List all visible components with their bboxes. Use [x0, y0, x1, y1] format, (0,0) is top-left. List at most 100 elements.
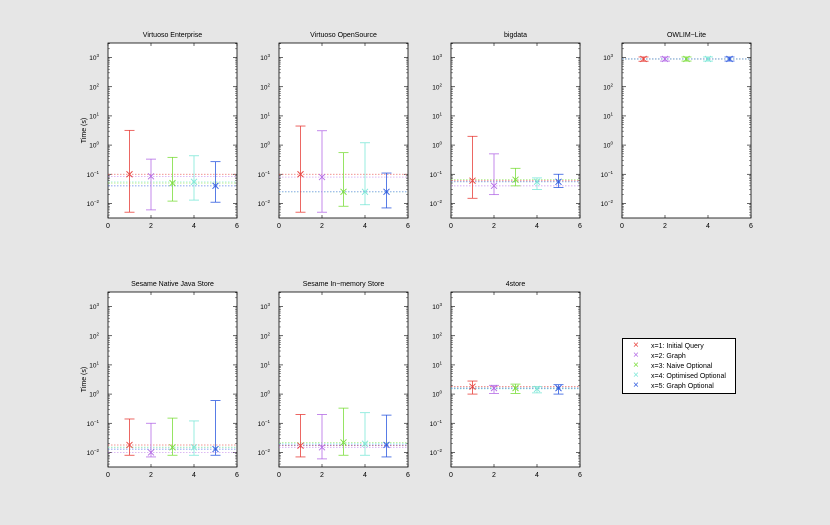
legend-label: x=4: Optimised Optional	[651, 373, 726, 380]
y-tick-label: 101	[260, 111, 270, 120]
y-tick-label: 100	[89, 141, 99, 150]
data-point	[147, 449, 155, 456]
y-axis-label: Time (s)	[81, 118, 88, 143]
axes-frame	[450, 42, 581, 219]
y-tick-label: 100	[260, 390, 270, 399]
data-point	[126, 170, 133, 178]
x-tick-label: 2	[149, 223, 153, 230]
legend-marker: ×	[633, 340, 639, 351]
y-tick-label: 103	[260, 53, 270, 62]
data-point	[169, 179, 176, 187]
y-tick-label: 103	[89, 302, 99, 311]
data-point	[340, 439, 347, 446]
legend-label: x=3: Naive Optional	[651, 363, 713, 370]
y-tick-label: 101	[432, 360, 442, 369]
x-tick-label: 6	[749, 223, 753, 230]
x-tick-label: 4	[363, 472, 367, 479]
y-tick-label: 102	[89, 82, 99, 91]
x-tick-label: 0	[277, 223, 281, 230]
y-tick-label: 10−1	[430, 419, 443, 428]
data-point	[490, 182, 498, 190]
data-point	[212, 182, 219, 190]
x-tick-label: 0	[449, 223, 453, 230]
y-tick-label: 10−2	[258, 448, 271, 457]
x-tick-label: 0	[449, 472, 453, 479]
y-tick-label: 103	[89, 53, 99, 62]
panel-title: bigdata	[504, 32, 527, 39]
data-point	[297, 170, 304, 178]
x-tick-label: 2	[149, 472, 153, 479]
data-point	[555, 384, 562, 392]
y-tick-label: 10−1	[601, 170, 614, 179]
data-point	[469, 177, 476, 185]
y-tick-label: 10−1	[258, 170, 271, 179]
x-tick-label: 6	[235, 472, 239, 479]
legend-item-graph: × x=2: Graph	[623, 350, 737, 362]
data-point	[340, 188, 347, 196]
x-tick-label: 6	[235, 223, 239, 230]
y-tick-label: 100	[432, 141, 442, 150]
x-tick-label: 6	[406, 223, 410, 230]
y-tick-label: 10−2	[430, 199, 443, 208]
y-tick-label: 10−1	[258, 419, 271, 428]
y-tick-label: 101	[432, 111, 442, 120]
data-point	[212, 445, 219, 453]
data-point	[512, 384, 519, 392]
x-tick-label: 0	[106, 472, 110, 479]
data-point	[383, 441, 390, 449]
y-tick-label: 100	[432, 390, 442, 399]
data-point	[555, 178, 562, 186]
x-tick-label: 2	[320, 472, 324, 479]
data-point	[512, 176, 519, 184]
x-tick-label: 4	[706, 223, 710, 230]
panel-title: Virtuoso Enterprise	[143, 32, 203, 39]
y-tick-label: 101	[89, 360, 99, 369]
data-point	[126, 441, 133, 449]
panel-title: Sesame In−memory Store	[303, 281, 385, 288]
data-point	[147, 172, 155, 180]
x-tick-label: 0	[620, 223, 624, 230]
x-tick-label: 6	[406, 472, 410, 479]
data-point	[661, 55, 669, 63]
y-tick-label: 102	[89, 331, 99, 340]
y-tick-label: 10−2	[258, 199, 271, 208]
legend-label: x=1: Initial Query	[651, 343, 704, 350]
data-point	[169, 443, 176, 451]
y-tick-label: 101	[89, 111, 99, 120]
legend-item-naive-optional: × x=3: Naive Optional	[623, 360, 737, 372]
y-tick-label: 10−1	[430, 170, 443, 179]
y-tick-label: 102	[432, 82, 442, 91]
y-tick-label: 100	[89, 390, 99, 399]
x-tick-label: 4	[192, 472, 196, 479]
data-point	[533, 385, 541, 393]
y-tick-label: 102	[260, 331, 270, 340]
y-tick-label: 10−1	[87, 419, 100, 428]
y-tick-label: 102	[432, 331, 442, 340]
x-tick-label: 2	[320, 223, 324, 230]
y-tick-label: 103	[432, 53, 442, 62]
y-tick-label: 100	[260, 141, 270, 150]
legend-item-graph-optional: × x=5: Graph Optional	[623, 380, 737, 392]
x-tick-label: 0	[106, 223, 110, 230]
data-point	[490, 384, 498, 392]
data-point	[318, 443, 326, 451]
data-point	[683, 55, 690, 63]
y-axis-label: Time (s)	[81, 367, 88, 392]
data-point	[704, 55, 712, 63]
legend-label: x=5: Graph Optional	[651, 383, 714, 390]
panel-title: 4store	[506, 281, 526, 288]
data-point	[533, 178, 541, 186]
data-point	[297, 442, 304, 450]
y-tick-label: 10−2	[601, 199, 614, 208]
legend-label: x=2: Graph	[651, 353, 686, 360]
y-tick-label: 10−2	[87, 448, 100, 457]
legend-item-optimised-optional: × x=4: Optimised Optional	[623, 370, 737, 382]
x-tick-label: 6	[578, 223, 582, 230]
x-tick-label: 2	[663, 223, 667, 230]
legend-marker: ×	[633, 360, 639, 371]
y-tick-label: 102	[603, 82, 613, 91]
data-point	[318, 173, 326, 181]
y-tick-label: 103	[432, 302, 442, 311]
y-tick-label: 103	[603, 53, 613, 62]
